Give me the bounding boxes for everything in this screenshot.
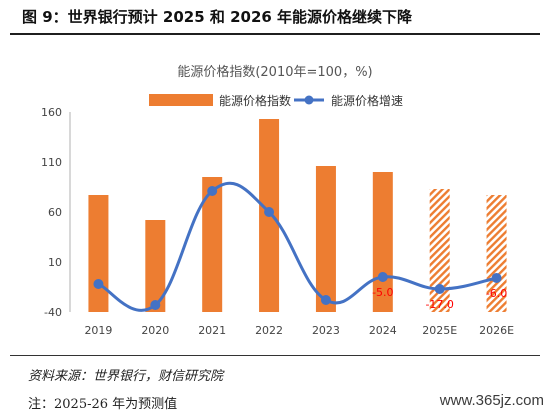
y-tick-label: 110	[41, 156, 62, 169]
legend-bar-swatch	[149, 94, 213, 106]
x-tick-label: 2025E	[422, 324, 457, 337]
bar	[88, 195, 109, 312]
forecast-note: 注：2025-26 年为预测值	[28, 397, 178, 412]
x-tick-label: 2020	[141, 324, 169, 337]
chart-title: 能源价格指数(2010年=100，%)	[177, 64, 372, 80]
y-tick-label: 10	[48, 256, 62, 269]
line-point	[491, 273, 502, 283]
bar-forecast	[429, 189, 450, 312]
bar-forecast	[486, 195, 507, 312]
y-tick-label: 60	[48, 206, 62, 219]
watermark: www.365jz.com	[439, 392, 544, 409]
title-rule	[10, 33, 540, 35]
y-tick-label: 160	[41, 106, 62, 119]
x-tick-label: 2022	[255, 324, 283, 337]
data-label: -5.0	[372, 286, 393, 299]
y-tick-label: -40	[44, 306, 62, 319]
bar-series	[88, 119, 507, 312]
legend-line-label: 能源价格增速	[331, 93, 403, 108]
line-point	[150, 300, 161, 310]
line-series	[93, 181, 502, 312]
line-point	[207, 186, 218, 196]
line-point	[434, 284, 445, 294]
data-labels: -5.0 -17.0 -6.0	[372, 286, 507, 311]
data-label: -6.0	[486, 287, 507, 300]
x-tick-label: 2019	[84, 324, 112, 337]
legend-line-marker	[304, 95, 314, 105]
chart-legend: 能源价格指数 能源价格增速	[149, 93, 403, 108]
x-tick-label: 2024	[369, 324, 397, 337]
x-tick-label: 2023	[312, 324, 340, 337]
x-axis-ticks: 2019 2020 2021 2022 2023 2024 2025E 2026E	[84, 324, 514, 337]
line-point	[377, 272, 388, 282]
figure-title: 图 9：世界银行预计 2025 和 2026 年能源价格继续下降	[22, 8, 413, 26]
line-point	[264, 207, 275, 217]
data-label: -17.0	[425, 298, 453, 311]
legend-bar-label: 能源价格指数	[219, 93, 291, 108]
line-point	[320, 295, 331, 305]
y-axis-ticks: 160 110 60 10 -40	[41, 106, 62, 319]
x-tick-label: 2026E	[479, 324, 514, 337]
chart-area: 能源价格指数(2010年=100，%) 能源价格指数 能源价格增速 160 110…	[0, 36, 550, 354]
bar	[202, 177, 223, 312]
line-point	[93, 279, 104, 289]
energy-price-chart: 能源价格指数(2010年=100，%) 能源价格指数 能源价格增速 160 110…	[41, 64, 514, 337]
bottom-rule	[10, 355, 540, 356]
growth-line	[97, 181, 497, 312]
bar	[145, 220, 166, 312]
bar	[315, 166, 336, 312]
source-note: 资料来源：世界银行，财信研究院	[28, 369, 224, 384]
x-tick-label: 2021	[198, 324, 226, 337]
